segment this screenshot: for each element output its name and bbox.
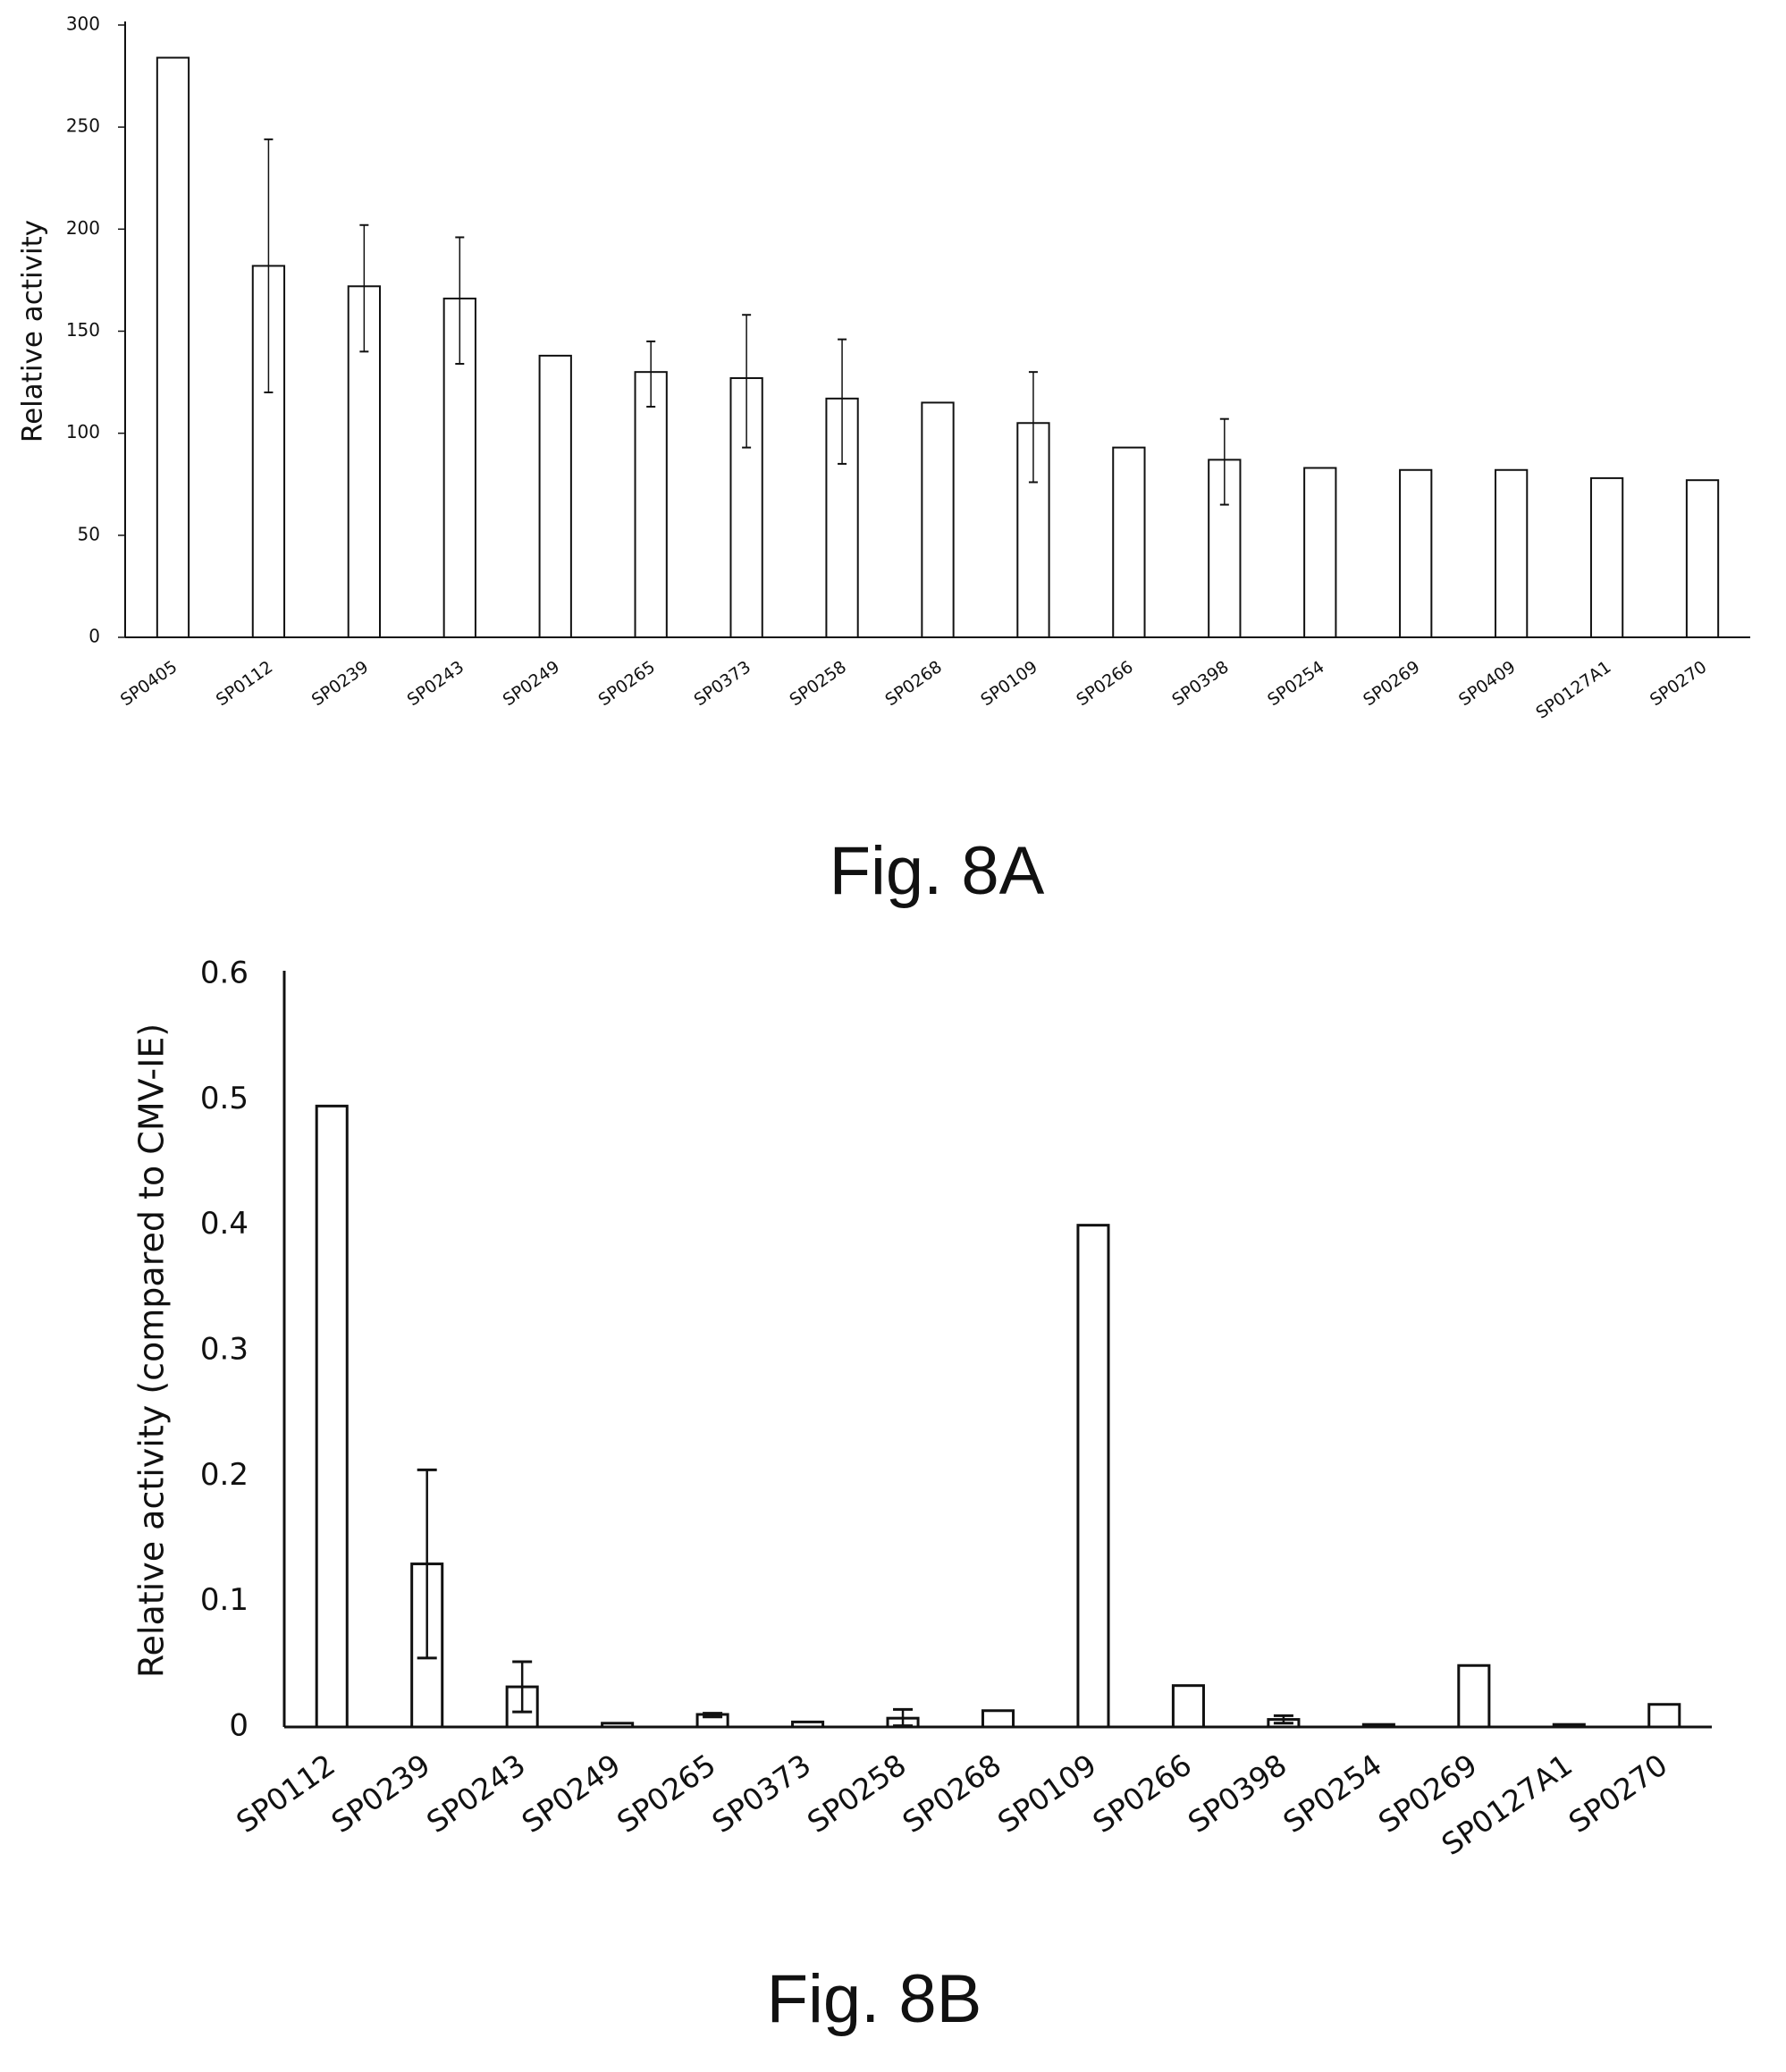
- figure-caption: Fig. 8A: [830, 833, 1045, 909]
- y-tick-label: 150: [66, 319, 100, 341]
- x-category-label: SP0373: [690, 657, 754, 710]
- bar-sp0373: [791, 1720, 825, 1729]
- x-category-label: SP0243: [420, 1748, 532, 1840]
- bar-sp0269: [1457, 1663, 1491, 1729]
- bar-sp0409: [1495, 468, 1529, 638]
- x-category-label: SP0243: [404, 657, 468, 710]
- y-tick-label: 0.4: [200, 1206, 249, 1242]
- y-tick-label: 0: [88, 626, 100, 647]
- x-category-label: SP0112: [230, 1748, 341, 1840]
- error-bar-sp0243: [455, 236, 465, 366]
- error-bar-sp0112: [264, 138, 274, 393]
- bar-sp0127a1: [1552, 1722, 1586, 1729]
- bar-sp0270: [1647, 1703, 1681, 1729]
- y-tick-label: 0.5: [200, 1081, 249, 1116]
- error-bar-sp0239: [359, 223, 369, 353]
- error-bar-sp0239: [417, 1468, 437, 1660]
- x-category-label: SP0270: [1563, 1748, 1674, 1840]
- y-axis-title: Relative activity (compared to CMV-IE): [132, 1023, 172, 1678]
- x-category-label: SP0112: [213, 657, 276, 710]
- y-tick-label: 100: [66, 421, 100, 442]
- x-category-label: SP0249: [500, 657, 563, 710]
- bar-sp0266: [1112, 446, 1146, 638]
- x-category-label: SP0265: [611, 1748, 722, 1840]
- x-category-label: SP0398: [1168, 657, 1232, 710]
- bar-sp0249: [601, 1722, 635, 1729]
- x-category-label: SP0109: [977, 657, 1040, 710]
- error-bar-sp0243: [512, 1660, 533, 1714]
- error-bar-sp0398: [1273, 1714, 1293, 1725]
- x-category-label: SP0109: [991, 1748, 1103, 1840]
- error-bar-sp0258: [838, 338, 847, 465]
- bar-sp0268: [921, 401, 955, 638]
- y-tick-label: 0.3: [200, 1332, 249, 1368]
- error-bar-sp0109: [1028, 371, 1038, 484]
- bar-sp0109: [1076, 1224, 1110, 1729]
- error-bar-sp0265: [703, 1712, 723, 1719]
- bar-sp0254: [1303, 467, 1337, 638]
- error-bar-sp0398: [1219, 417, 1229, 506]
- x-category-label: SP0254: [1264, 657, 1327, 710]
- x-category-label: SP0268: [881, 657, 945, 710]
- x-category-label: SP0239: [308, 657, 372, 710]
- chart-8a: 0 50 100 150 200 250 300 Relative activity SP040…: [17, 13, 1750, 909]
- error-bar-sp0258: [893, 1707, 914, 1728]
- y-tick-label: 50: [78, 523, 100, 544]
- error-bar-sp0265: [646, 340, 656, 408]
- bar-sp0266: [1171, 1684, 1205, 1729]
- x-category-label: SP0373: [706, 1748, 818, 1840]
- x-category-label: SP0405: [117, 657, 181, 710]
- y-tick-label: 0: [229, 1708, 249, 1744]
- bar-sp0405: [156, 56, 190, 639]
- bar-sp0112: [315, 1104, 349, 1729]
- bar-sp0254: [1361, 1722, 1395, 1729]
- x-category-label: SP0270: [1647, 657, 1710, 710]
- x-category-label: SP0249: [516, 1748, 628, 1840]
- y-axis-title: Relative activity: [17, 220, 49, 442]
- bar-sp0269: [1399, 468, 1433, 638]
- bar-sp0270: [1685, 479, 1720, 639]
- x-category-label: SP0258: [801, 1748, 913, 1840]
- bar-sp0249: [538, 354, 572, 638]
- bar-sp0127a1: [1589, 476, 1624, 639]
- x-category-label: SP0409: [1455, 657, 1519, 710]
- y-tick-label: 0.6: [200, 956, 249, 991]
- x-category-label: SP0266: [1073, 657, 1136, 710]
- x-category-label: SP0127A1: [1532, 657, 1614, 723]
- x-category-label: SP0269: [1360, 657, 1423, 710]
- x-category-label: SP0254: [1276, 1748, 1388, 1840]
- y-tick-label: 0.2: [200, 1457, 249, 1493]
- y-tick-label: 0.1: [200, 1582, 249, 1618]
- x-category-label: SP0239: [325, 1748, 437, 1840]
- x-category-label: SP0266: [1086, 1748, 1198, 1840]
- y-tick-label: 200: [66, 217, 100, 239]
- x-category-label: SP0265: [595, 657, 659, 710]
- error-bar-sp0373: [742, 314, 752, 449]
- y-tick-label: 250: [66, 115, 100, 137]
- bar-sp0265: [634, 371, 668, 638]
- x-category-label: SP0398: [1182, 1748, 1293, 1840]
- x-category-label: SP0258: [786, 657, 849, 710]
- figure-caption: Fig. 8B: [767, 1961, 982, 2037]
- chart-8b: 0 0.1 0.2 0.3 0.4 0.5 0.6 Relative activity (co…: [132, 956, 1712, 2037]
- y-tick-label: 300: [66, 13, 100, 35]
- x-category-label: SP0268: [896, 1748, 1007, 1840]
- bar-sp0268: [981, 1709, 1015, 1729]
